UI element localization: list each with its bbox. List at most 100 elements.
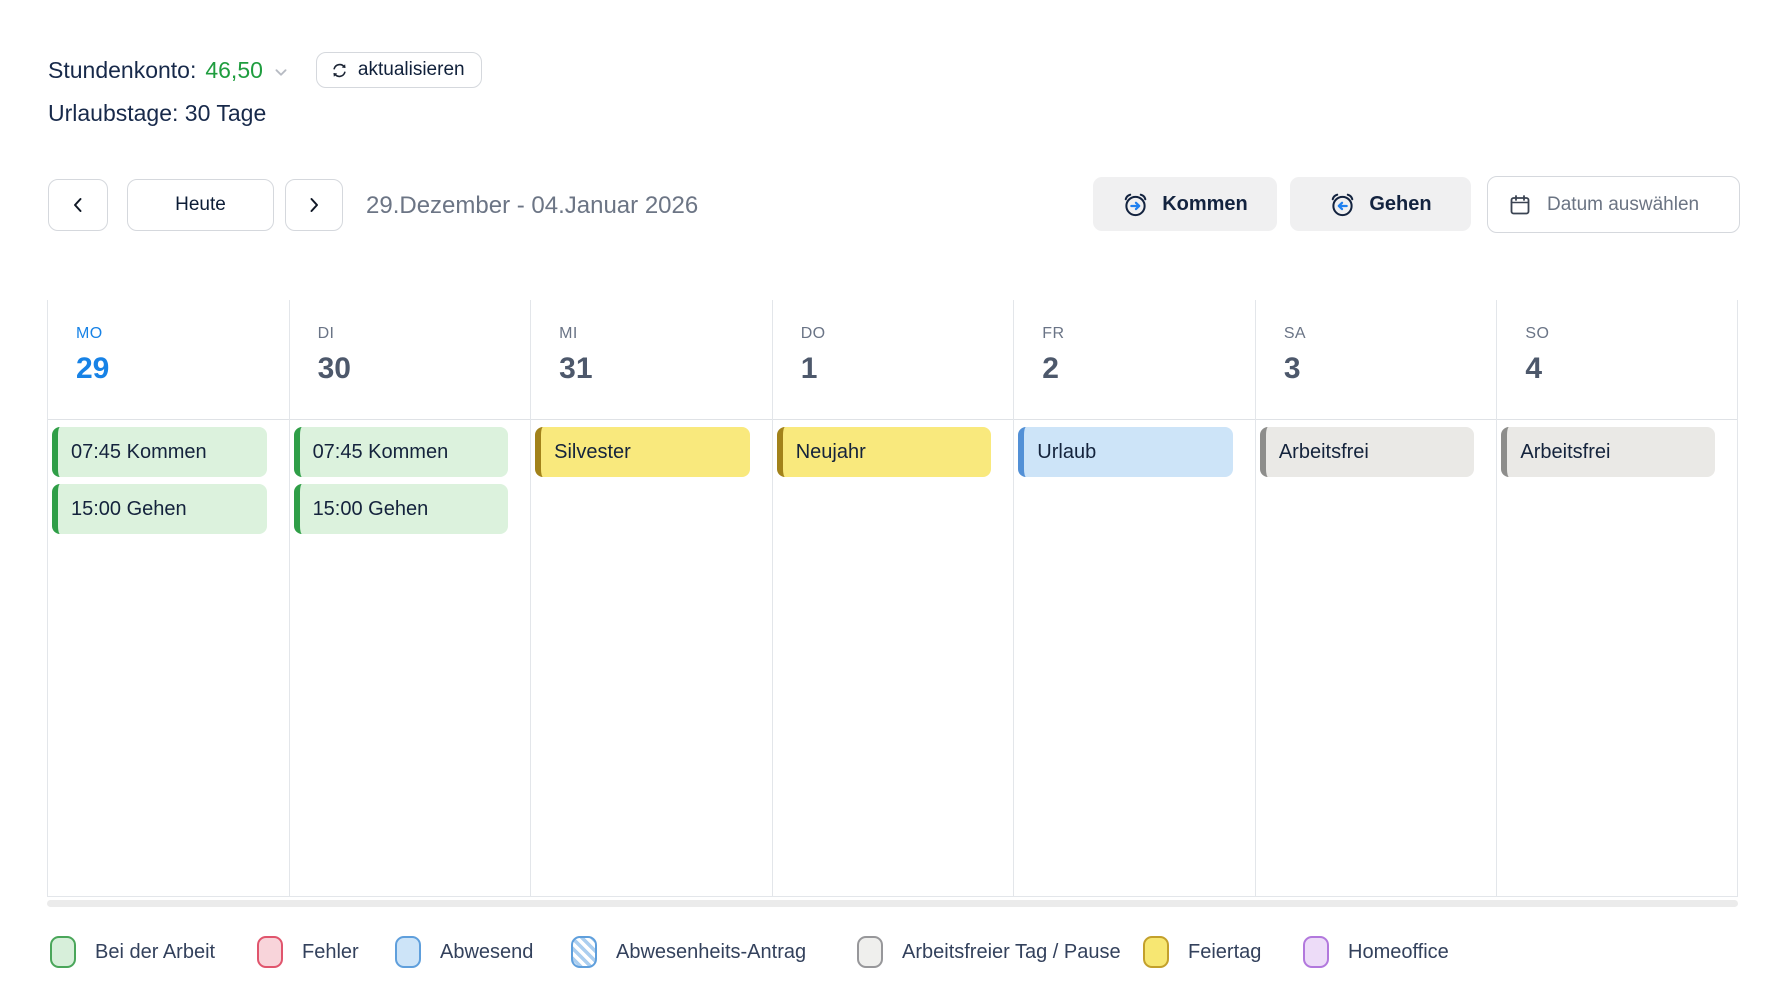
event-label: 07:45 Kommen xyxy=(71,440,207,463)
color-swatch xyxy=(257,936,283,968)
color-swatch xyxy=(857,936,883,968)
legend-label: Abwesend xyxy=(440,940,534,963)
refresh-button[interactable]: aktualisieren xyxy=(315,52,482,88)
day-column: DI 30 07:45 Kommen 15:00 Gehen xyxy=(288,300,531,896)
day-events: 07:45 Kommen 15:00 Gehen xyxy=(290,420,531,896)
legend-label: Abwesenheits-Antrag xyxy=(616,940,807,963)
vacation-days-label: Urlaubstage: 30 Tage xyxy=(48,100,267,126)
day-header: SO 4 xyxy=(1497,300,1737,420)
today-button[interactable]: Heute xyxy=(127,179,274,231)
day-events: Silvester xyxy=(531,420,772,896)
day-name: FR xyxy=(1042,325,1065,342)
day-name: DI xyxy=(317,325,335,342)
hours-account-label: Stundenkonto: xyxy=(48,56,197,83)
day-column: FR 2 Urlaub xyxy=(1013,300,1255,896)
event-label: Arbeitsfrei xyxy=(1278,440,1369,463)
legend-item: Bei der Arbeit xyxy=(50,936,215,968)
refresh-button-label: aktualisieren xyxy=(357,59,465,80)
event-label: Urlaub xyxy=(1037,440,1097,463)
date-picker-label: Datum auswählen xyxy=(1547,193,1700,215)
next-week-button[interactable] xyxy=(285,179,343,231)
calendar-event[interactable]: 07:45 Kommen xyxy=(52,427,267,477)
day-name: SO xyxy=(1525,325,1550,342)
day-events: Arbeitsfrei xyxy=(1497,420,1737,896)
day-column: SA 3 Arbeitsfrei xyxy=(1254,300,1497,896)
chevron-right-icon xyxy=(302,193,326,217)
color-swatch xyxy=(571,936,597,968)
calendar-icon xyxy=(1508,193,1532,217)
day-header: MI 31 xyxy=(531,300,772,420)
day-column: DO 1 Neujahr xyxy=(771,300,1014,896)
calendar-event[interactable]: Urlaub xyxy=(1018,427,1233,477)
account-info: Stundenkonto: 46,50 aktualisieren xyxy=(48,52,482,127)
date-range: 29.Dezember - 04.Januar 2026 xyxy=(366,192,699,219)
alarm-clock-out-icon xyxy=(1329,191,1356,218)
day-number: 3 xyxy=(1283,352,1301,385)
color-swatch xyxy=(395,936,421,968)
legend: Bei der Arbeit Fehler Abwesend Abwesenhe… xyxy=(0,936,1784,970)
day-number: 31 xyxy=(559,352,593,385)
legend-label: Bei der Arbeit xyxy=(95,940,216,963)
day-events: 07:45 Kommen 15:00 Gehen xyxy=(48,420,289,896)
day-number: 2 xyxy=(1042,352,1059,385)
refresh-icon xyxy=(330,61,349,80)
legend-label: Fehler xyxy=(302,940,359,963)
color-swatch xyxy=(50,936,76,968)
day-number: 1 xyxy=(800,352,818,385)
gehen-button-label: Gehen xyxy=(1369,192,1432,215)
legend-item: Abwesenheits-Antrag xyxy=(571,936,806,968)
gehen-button[interactable]: Gehen xyxy=(1290,177,1471,231)
day-name: DO xyxy=(800,325,826,342)
event-label: 15:00 Gehen xyxy=(312,497,429,520)
hours-account-row: Stundenkonto: 46,50 aktualisieren xyxy=(48,52,482,88)
kommen-button-label: Kommen xyxy=(1162,192,1248,215)
day-column: MO 29 07:45 Kommen 15:00 Gehen xyxy=(47,300,289,896)
calendar-event[interactable]: Neujahr xyxy=(776,427,992,477)
day-column: SO 4 Arbeitsfrei xyxy=(1496,300,1738,896)
date-picker-button[interactable]: Datum auswählen xyxy=(1487,176,1740,233)
day-events: Urlaub xyxy=(1014,420,1255,896)
legend-label: Feiertag xyxy=(1188,940,1262,963)
event-label: Neujahr xyxy=(795,440,866,463)
calendar-event[interactable]: 07:45 Kommen xyxy=(293,427,509,477)
calendar-event[interactable]: Silvester xyxy=(535,427,750,477)
day-header: DI 30 xyxy=(289,300,531,420)
day-header: DO 1 xyxy=(772,300,1014,420)
day-events: Arbeitsfrei xyxy=(1256,420,1497,896)
event-label: 15:00 Gehen xyxy=(71,497,187,520)
alarm-clock-in-icon xyxy=(1122,191,1149,218)
chevron-left-icon xyxy=(66,193,90,217)
day-number: 29 xyxy=(76,352,110,385)
day-name: SA xyxy=(1283,325,1306,342)
event-label: Silvester xyxy=(554,440,631,463)
legend-item: Fehler xyxy=(257,936,359,968)
event-label: 07:45 Kommen xyxy=(312,440,449,463)
chevron-down-icon[interactable] xyxy=(270,61,292,83)
calendar-event[interactable]: 15:00 Gehen xyxy=(293,484,509,534)
day-events: Neujahr xyxy=(773,420,1014,896)
event-label: Arbeitsfrei xyxy=(1520,440,1611,463)
week-calendar: MO 29 07:45 Kommen 15:00 Gehen DI 30 07:4… xyxy=(47,300,1738,897)
day-header: SA 3 xyxy=(1255,300,1497,420)
legend-item: Homeoffice xyxy=(1303,936,1449,968)
calendar-event[interactable]: Arbeitsfrei xyxy=(1501,427,1715,477)
legend-label: Homeoffice xyxy=(1348,940,1449,963)
day-column: MI 31 Silvester xyxy=(530,300,772,896)
calendar-event[interactable]: Arbeitsfrei xyxy=(1259,427,1475,477)
legend-item: Arbeitsfreier Tag / Pause xyxy=(857,936,1121,968)
hours-account-value: 46,50 xyxy=(205,56,263,83)
day-number: 4 xyxy=(1525,352,1543,385)
calendar-event[interactable]: 15:00 Gehen xyxy=(52,484,267,534)
color-swatch xyxy=(1143,936,1169,968)
day-name: MO xyxy=(76,325,103,342)
prev-week-button[interactable] xyxy=(48,179,108,231)
day-name: MI xyxy=(559,325,578,342)
legend-item: Feiertag xyxy=(1143,936,1261,968)
day-header: FR 2 xyxy=(1014,300,1255,420)
horizontal-scrollbar[interactable] xyxy=(47,900,1738,907)
kommen-button[interactable]: Kommen xyxy=(1093,177,1277,231)
day-header: MO 29 xyxy=(48,300,289,420)
color-swatch xyxy=(1303,936,1329,968)
legend-label: Arbeitsfreier Tag / Pause xyxy=(902,940,1121,963)
